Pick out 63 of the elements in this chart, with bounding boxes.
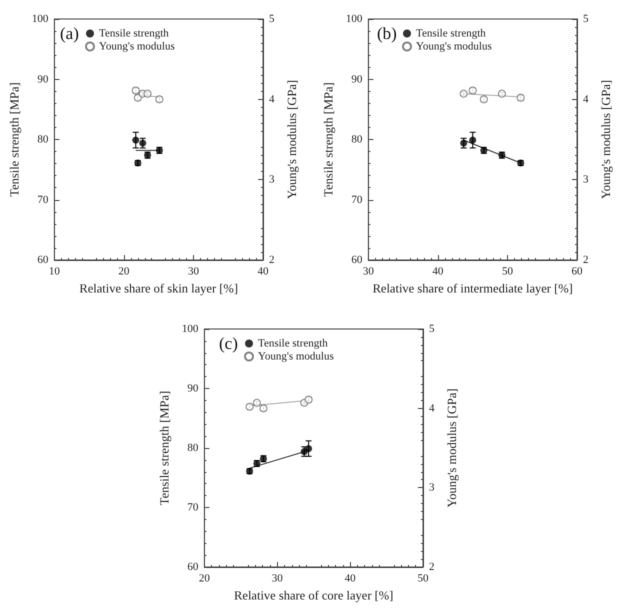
y2-tick-label: 5 xyxy=(269,13,275,25)
y2-tick-label: 4 xyxy=(583,93,589,106)
y-tick-label: 90 xyxy=(187,382,199,394)
annotation: (c) xyxy=(219,334,238,353)
y-tick-label: 60 xyxy=(351,254,363,266)
y2-tick-label: 3 xyxy=(429,482,435,494)
x-tick-label: 30 xyxy=(188,266,200,278)
point xyxy=(305,445,312,452)
y2-axis-title: Young's modulus [GPa] xyxy=(284,80,299,200)
y2-tick-label: 3 xyxy=(269,174,275,186)
annotation: (a) xyxy=(60,24,79,43)
y-tick-label: 80 xyxy=(187,442,199,454)
x-tick-label: 20 xyxy=(198,572,210,584)
x-tick-label: 30 xyxy=(362,266,374,278)
y-tick-label: 100 xyxy=(182,323,199,335)
annotation: (b) xyxy=(377,24,397,43)
y-tick-label: 60 xyxy=(187,561,199,573)
x-tick-label: 50 xyxy=(418,572,429,584)
y2-tick-label: 4 xyxy=(429,402,435,414)
y-tick-label: 80 xyxy=(37,134,49,146)
x-tick-label: 50 xyxy=(502,266,514,278)
x-tick-label: 40 xyxy=(344,572,356,584)
x-tick-label: 10 xyxy=(48,266,60,278)
legend-label: Tensile strength xyxy=(258,338,328,350)
y-axis-title: Tensile strength [MPa] xyxy=(158,390,172,506)
y-tick-label: 100 xyxy=(346,13,363,25)
x-tick-label: 60 xyxy=(572,266,583,278)
y-axis-title: Tensile strength [MPa] xyxy=(8,82,22,197)
y2-tick-label: 5 xyxy=(583,13,589,25)
y-tick-label: 100 xyxy=(32,13,49,25)
point xyxy=(469,136,476,144)
legend-label: Young's modulus xyxy=(99,40,175,52)
legend-label: Young's modulus xyxy=(416,40,492,52)
legend-label: Young's modulus xyxy=(258,350,334,362)
x-tick-label: 40 xyxy=(258,266,269,278)
x-axis-title: Relative share of core layer [%] xyxy=(234,588,394,602)
y2-tick-label: 2 xyxy=(269,254,274,266)
point xyxy=(460,140,468,147)
y2-axis-title: Young's modulus [GPa] xyxy=(444,388,459,508)
y2-tick-label: 3 xyxy=(583,174,589,186)
y2-axis-title: Young's modulus [GPa] xyxy=(598,80,613,200)
legend-label: Tensile strength xyxy=(416,28,486,40)
x-axis-title: Relative share of skin layer [%] xyxy=(79,282,238,296)
y2-tick-label: 4 xyxy=(269,93,275,106)
x-tick-label: 20 xyxy=(118,266,130,278)
point xyxy=(498,90,506,98)
y-tick-label: 90 xyxy=(37,73,49,86)
point xyxy=(132,136,140,144)
y-tick-label: 90 xyxy=(351,73,363,86)
x-axis-title: Relative share of intermediate layer [%] xyxy=(372,282,573,296)
x-tick-label: 30 xyxy=(272,572,284,584)
y-tick-label: 60 xyxy=(37,254,49,266)
y-tick-label: 70 xyxy=(351,194,363,206)
point xyxy=(460,90,468,98)
y-axis-title: Tensile strength [MPa] xyxy=(322,82,336,197)
y-tick-label: 80 xyxy=(351,134,363,146)
y-tick-label: 70 xyxy=(37,194,49,206)
y2-tick-label: 2 xyxy=(583,254,588,266)
y2-tick-label: 2 xyxy=(429,561,434,573)
y2-tick-label: 5 xyxy=(429,323,435,335)
x-tick-label: 40 xyxy=(432,266,444,278)
legend-label: Tensile strength xyxy=(99,28,170,40)
y-tick-label: 70 xyxy=(187,502,199,514)
